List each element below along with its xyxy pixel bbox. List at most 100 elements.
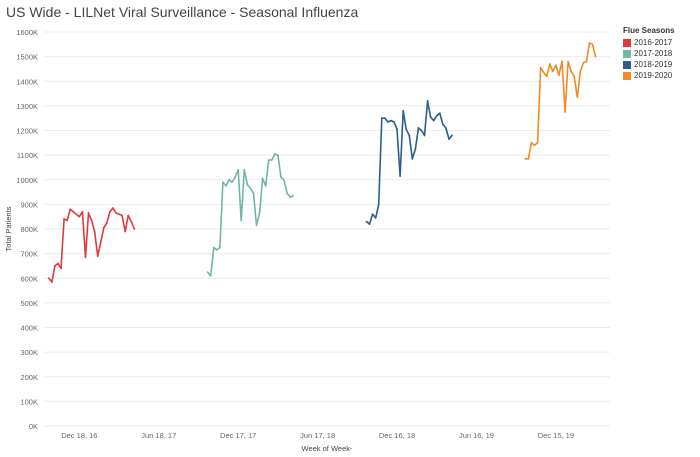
legend-swatch bbox=[623, 60, 631, 69]
legend-label: 2016-2017 bbox=[634, 38, 673, 47]
legend-label: 2017-2018 bbox=[634, 49, 673, 58]
data-point bbox=[567, 60, 570, 63]
data-point bbox=[261, 177, 264, 180]
data-point bbox=[215, 249, 218, 251]
data-point bbox=[539, 66, 542, 69]
data-point bbox=[585, 60, 588, 63]
data-point bbox=[591, 43, 594, 46]
data-point bbox=[57, 262, 59, 265]
legend-title: Flue Seasons bbox=[623, 26, 675, 35]
data-point bbox=[84, 256, 87, 259]
legend-swatch bbox=[623, 71, 631, 80]
data-point bbox=[432, 119, 435, 122]
data-point bbox=[75, 213, 78, 216]
data-point bbox=[115, 212, 117, 214]
data-point bbox=[524, 157, 527, 160]
data-point bbox=[368, 223, 371, 225]
data-point bbox=[414, 148, 417, 150]
x-tick-label: Dec 17, 17 bbox=[220, 431, 256, 440]
series-line-2017-2018 bbox=[206, 153, 294, 277]
data-point bbox=[240, 219, 243, 222]
data-point bbox=[564, 111, 566, 113]
legend-swatch bbox=[623, 49, 631, 58]
data-point bbox=[423, 134, 426, 137]
data-point bbox=[108, 210, 111, 213]
y-tick-label: 600K bbox=[20, 274, 38, 283]
data-point bbox=[448, 138, 450, 141]
data-point bbox=[292, 194, 295, 197]
data-point bbox=[228, 178, 230, 181]
data-point bbox=[429, 116, 432, 118]
data-point bbox=[225, 185, 227, 187]
data-point bbox=[234, 176, 237, 179]
x-tick-label: Jun 18, 17 bbox=[141, 431, 176, 440]
data-point bbox=[280, 176, 282, 179]
y-tick-label: 200K bbox=[20, 373, 38, 382]
y-tick-label: 1100K bbox=[17, 151, 38, 160]
data-point bbox=[536, 141, 539, 144]
data-point bbox=[96, 255, 99, 257]
data-point bbox=[405, 128, 408, 131]
legend-label: 2019-2020 bbox=[634, 71, 673, 80]
data-point bbox=[445, 127, 447, 129]
data-point bbox=[54, 265, 56, 267]
data-point bbox=[402, 109, 405, 112]
data-point bbox=[530, 141, 533, 144]
data-point bbox=[243, 169, 246, 171]
data-point bbox=[545, 75, 548, 78]
legend-item-2017-2018[interactable]: 2017-2018 bbox=[623, 48, 675, 59]
data-point bbox=[371, 213, 374, 216]
legend-item-2018-2019[interactable]: 2018-2019 bbox=[623, 59, 675, 70]
y-tick-label: 300K bbox=[20, 348, 38, 357]
data-point bbox=[286, 192, 288, 195]
data-point bbox=[393, 120, 395, 123]
data-point bbox=[87, 212, 90, 214]
y-tick-label: 400K bbox=[20, 324, 38, 333]
data-point bbox=[237, 169, 240, 171]
data-point bbox=[209, 274, 212, 277]
legend-item-2016-2017[interactable]: 2016-2017 bbox=[623, 37, 675, 48]
data-point bbox=[441, 123, 444, 126]
data-point bbox=[267, 159, 270, 161]
data-point bbox=[60, 267, 62, 270]
x-tick-label: Dec 15, 19 bbox=[538, 431, 574, 440]
data-point bbox=[435, 114, 438, 117]
data-point bbox=[264, 185, 267, 187]
data-point bbox=[396, 128, 398, 131]
data-point bbox=[374, 217, 377, 219]
data-point bbox=[377, 203, 380, 206]
data-point bbox=[90, 219, 93, 222]
y-tick-label: 1000K bbox=[16, 176, 38, 185]
data-point bbox=[112, 207, 114, 209]
data-point bbox=[273, 152, 276, 155]
y-axis-title: Total Patients bbox=[4, 206, 13, 251]
data-point bbox=[118, 213, 120, 216]
y-tick-label: 1600K bbox=[16, 28, 38, 37]
data-point bbox=[47, 277, 50, 280]
y-tick-label: 800K bbox=[20, 225, 38, 234]
y-tick-label: 1300K bbox=[16, 102, 38, 111]
data-point bbox=[582, 61, 585, 64]
y-tick-label: 100K bbox=[20, 397, 38, 406]
data-point bbox=[576, 96, 579, 99]
legend-label: 2018-2019 bbox=[634, 60, 673, 69]
legend-swatch bbox=[623, 38, 631, 47]
data-point bbox=[270, 159, 273, 161]
data-point bbox=[451, 134, 453, 137]
data-point bbox=[124, 230, 127, 233]
x-tick-label: Dec 18, 16 bbox=[61, 431, 97, 440]
y-tick-label: 0K bbox=[29, 422, 38, 431]
y-tick-label: 500K bbox=[20, 299, 38, 308]
data-point bbox=[289, 196, 292, 198]
legend-item-2019-2020[interactable]: 2019-2020 bbox=[623, 70, 675, 81]
x-tick-label: Jun 16, 19 bbox=[459, 431, 494, 440]
y-tick-label: 1400K bbox=[16, 77, 38, 86]
data-point bbox=[78, 215, 81, 218]
data-point bbox=[551, 70, 554, 73]
data-point bbox=[66, 219, 69, 222]
data-point bbox=[99, 241, 102, 244]
y-tick-label: 1200K bbox=[16, 127, 38, 136]
data-point bbox=[133, 228, 136, 230]
data-point bbox=[579, 70, 582, 73]
